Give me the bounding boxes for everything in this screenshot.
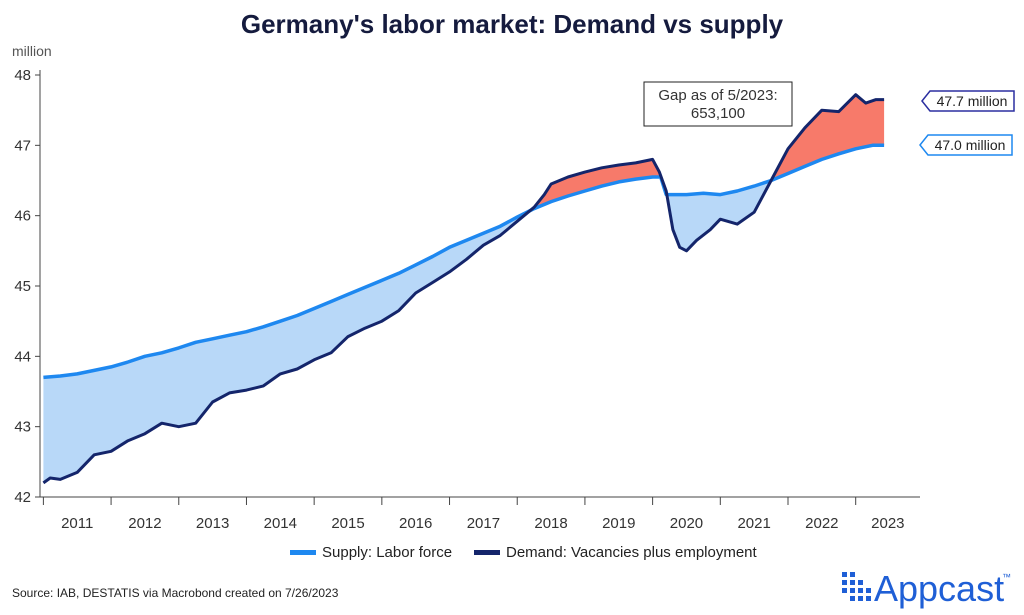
y-tick-label: 48 <box>14 67 31 84</box>
x-tick-label: 2017 <box>467 515 500 532</box>
x-tick-label: 2016 <box>399 515 432 532</box>
legend-label-supply: Supply: Labor force <box>322 544 452 561</box>
gap-fills <box>43 95 885 483</box>
y-tick-label: 45 <box>14 278 31 295</box>
end-label-demand-box <box>921 90 1015 112</box>
brand-name: Appcast <box>874 568 1004 609</box>
brand-logo: Appcast ™ <box>842 568 1011 609</box>
brand-dots-icon <box>842 572 871 601</box>
y-tick-label: 42 <box>14 489 31 506</box>
gap-annotation-line2: 653,100 <box>691 105 745 122</box>
fill-supply-exceeds-demand <box>666 180 772 251</box>
x-tick-label: 2021 <box>737 515 770 532</box>
x-axis: 2011 2012 2013 2014 2015 2016 2017 2018 2019 2020… <box>40 496 920 532</box>
end-label-supply-box <box>919 134 1013 156</box>
fill-demand-exceeds-supply <box>529 159 667 211</box>
end-label-demand: 47.7 million <box>921 90 1015 112</box>
legend-label-demand: Demand: Vacancies plus employment <box>506 544 758 561</box>
x-tick-label: 2019 <box>602 515 635 532</box>
legend-swatch-supply <box>290 550 316 555</box>
chart-title: Germany's labor market: Demand vs supply <box>241 9 784 39</box>
y-tick-label: 46 <box>14 208 31 225</box>
y-axis: 42 43 44 45 46 47 48 <box>14 67 41 506</box>
y-axis-unit-label: million <box>12 43 52 59</box>
y-tick-label: 47 <box>14 137 31 154</box>
end-label-demand-text: 47.7 million <box>937 93 1008 109</box>
gap-annotation-line1: Gap as of 5/2023: <box>658 87 777 104</box>
x-tick-label: 2012 <box>128 515 161 532</box>
x-tick-label: 2011 <box>61 515 93 532</box>
x-tick-label: 2014 <box>264 515 297 532</box>
x-tick-label: 2013 <box>196 515 229 532</box>
x-tick-label: 2018 <box>534 515 567 532</box>
series-line-supply <box>43 143 885 380</box>
y-tick-label: 44 <box>14 348 31 365</box>
x-tick-label: 2023 <box>871 515 904 532</box>
x-tick-label: 2015 <box>331 515 364 532</box>
end-label-supply-text: 47.0 million <box>935 137 1006 153</box>
legend: Supply: Labor force Demand: Vacancies pl… <box>290 544 758 561</box>
series-lines <box>42 93 885 485</box>
fill-demand-exceeds-supply <box>771 95 885 181</box>
end-label-supply: 47.0 million <box>919 134 1013 156</box>
source-note: Source: IAB, DESTATIS via Macrobond crea… <box>12 586 339 600</box>
fill-supply-exceeds-demand <box>43 210 530 483</box>
legend-swatch-demand <box>474 550 500 555</box>
gap-annotation: Gap as of 5/2023: 653,100 <box>643 81 793 127</box>
x-tick-label: 2022 <box>805 515 838 532</box>
x-tick-label: 2020 <box>670 515 703 532</box>
y-tick-label: 43 <box>14 419 31 436</box>
brand-trademark: ™ <box>1002 572 1011 582</box>
gap-annotation-box <box>643 81 793 127</box>
series-line-demand <box>42 93 885 485</box>
